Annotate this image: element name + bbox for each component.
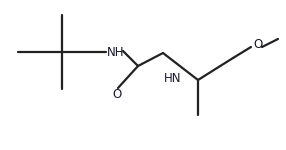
Text: HN: HN — [164, 72, 182, 85]
Text: O: O — [253, 39, 262, 51]
Text: O: O — [112, 88, 122, 101]
Text: NH: NH — [107, 45, 124, 58]
